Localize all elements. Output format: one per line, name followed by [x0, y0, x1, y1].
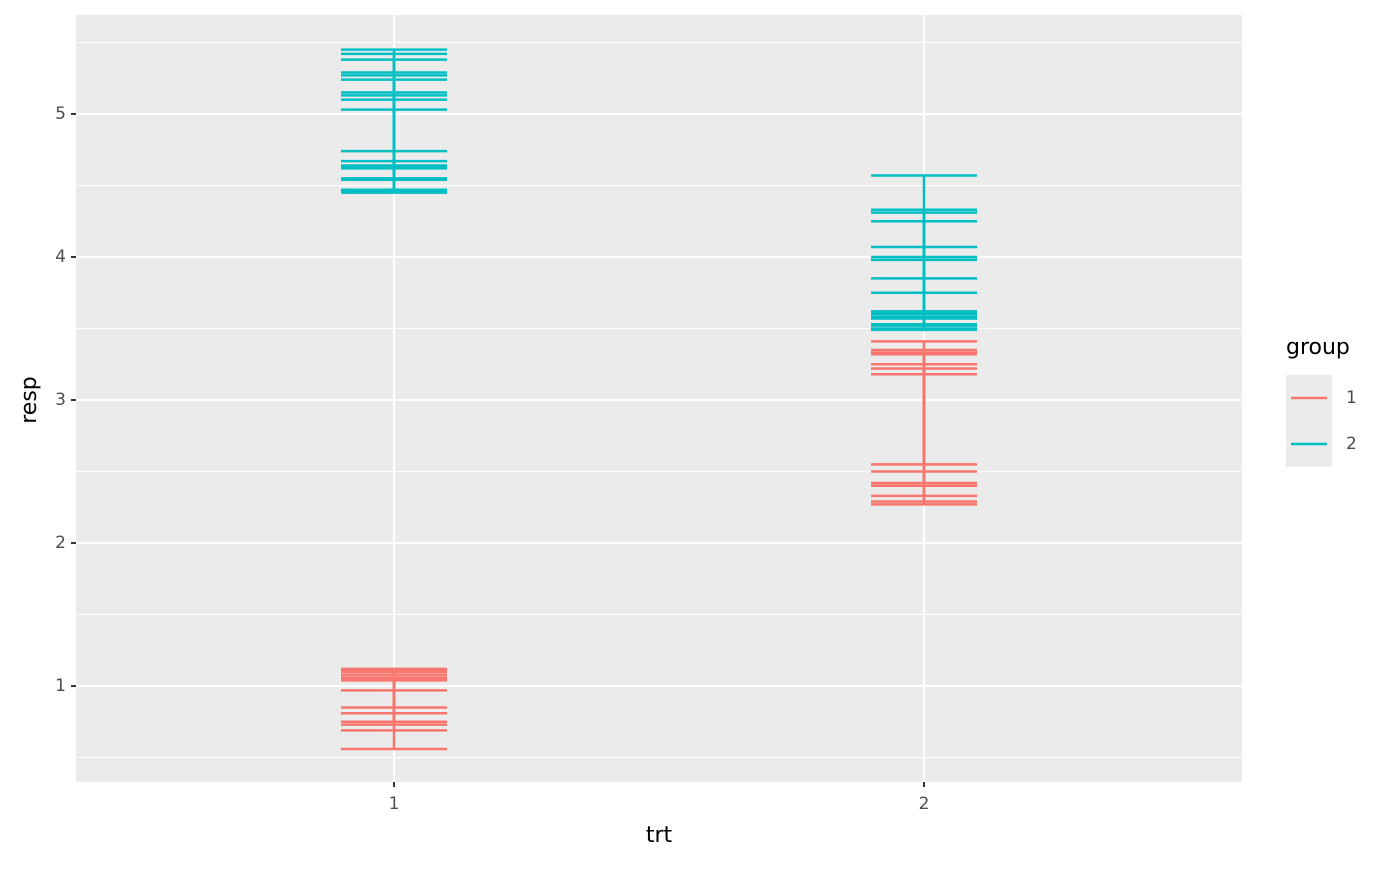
- x-axis-label: trt: [646, 823, 673, 848]
- y-tick-label: 3: [55, 390, 66, 410]
- y-tick-label: 1: [55, 676, 66, 696]
- x-tick-label: 1: [389, 794, 400, 814]
- x-tick-label: 2: [919, 794, 930, 814]
- y-axis-label: resp: [17, 376, 42, 424]
- legend-title: group: [1286, 335, 1350, 360]
- panel: [76, 15, 1242, 782]
- legend-label: 1: [1346, 388, 1357, 408]
- legend-label: 2: [1346, 434, 1357, 454]
- y-tick-label: 4: [55, 247, 66, 267]
- y-tick-label: 2: [55, 533, 66, 553]
- legend-keys: [1286, 375, 1332, 467]
- y-tick-label: 5: [55, 104, 66, 124]
